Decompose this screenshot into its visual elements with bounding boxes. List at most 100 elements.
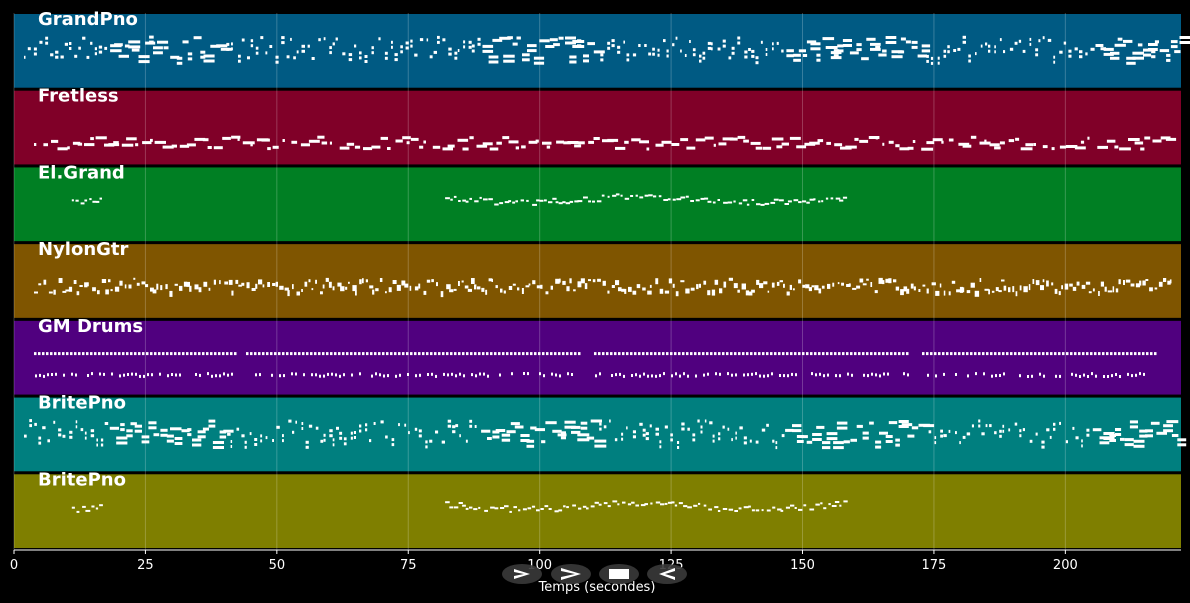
note [738,507,742,510]
note [187,428,192,432]
note [1163,429,1173,433]
note [652,52,655,56]
note [494,507,499,510]
note [1059,421,1061,425]
note [1098,352,1101,356]
note [885,36,897,39]
note [84,199,88,202]
note [718,437,721,441]
note [962,40,966,44]
note [350,436,353,440]
note [748,505,751,508]
note [692,438,696,442]
note [278,352,281,356]
note [71,372,73,376]
note [486,352,489,356]
note [200,55,206,59]
note [1059,374,1061,378]
note [419,145,424,149]
note [718,142,727,146]
play-button[interactable] [502,564,542,584]
note [208,287,211,291]
note [599,422,602,426]
note [327,372,329,376]
note [1126,352,1129,356]
note [45,41,49,45]
note [901,423,913,427]
note [934,352,937,356]
note [816,58,821,62]
stop-icon[interactable] [609,569,629,579]
track-4 [14,244,1181,318]
note [755,372,757,376]
note [837,49,844,53]
note [226,47,230,51]
note [183,281,188,287]
control-bg[interactable] [551,564,591,584]
note [834,352,837,356]
note [626,58,630,62]
note [212,446,224,449]
note [499,36,511,40]
note [317,135,325,139]
note [988,49,991,53]
note [79,285,83,287]
note [955,431,957,435]
control-bg[interactable] [647,564,687,584]
note [815,503,820,506]
note [574,352,577,356]
note [119,280,123,286]
control-bg[interactable] [502,564,542,584]
note [186,143,196,147]
stop-button[interactable] [599,564,639,584]
note [1018,352,1021,356]
note [478,506,481,509]
note [827,373,829,377]
note [937,56,940,60]
note [594,444,607,448]
note [856,285,861,289]
playback-controls [502,564,687,584]
note [587,42,595,46]
note [772,47,774,51]
note [471,278,475,284]
note [301,289,303,292]
note [241,434,245,438]
note [339,431,343,435]
track-band [14,397,1181,472]
note [900,37,906,41]
note [737,135,746,139]
note [1042,36,1045,40]
note [189,285,192,292]
rewind-button[interactable] [647,564,687,584]
note [662,352,665,356]
note [692,433,696,437]
note [46,352,49,356]
note [878,53,887,57]
note [741,283,746,290]
note [922,352,925,356]
rewind-icon[interactable] [659,568,675,580]
note [1133,439,1145,443]
note [999,38,1002,42]
note [385,435,388,439]
note [1012,286,1015,293]
note [91,505,95,508]
note [409,285,412,291]
note [332,438,335,442]
note [321,141,328,145]
note [642,428,646,432]
note [94,52,97,56]
fast-forward-button[interactable] [551,564,591,584]
note [354,44,357,48]
note [823,374,825,378]
note [91,372,93,376]
note [490,352,493,356]
note [453,288,457,291]
play-icon[interactable] [514,569,530,579]
fast-forward-icon[interactable] [561,568,581,580]
note [818,352,821,356]
note [615,280,620,286]
note [679,374,681,378]
note [186,352,189,356]
